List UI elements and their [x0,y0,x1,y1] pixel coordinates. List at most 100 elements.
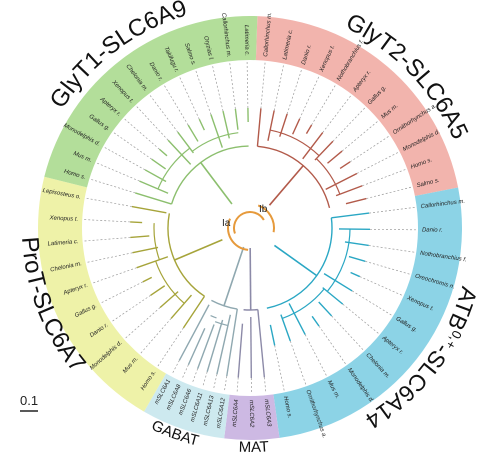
leaf-dash [300,77,319,119]
leaf-dash [370,229,416,230]
terminal-branch [188,328,204,364]
leaf-dash [287,70,301,114]
leaf-dash [84,220,130,222]
terminal-branch [268,110,274,140]
leaf-dash [97,163,139,181]
terminal-branch [151,286,165,296]
leaf-dash [366,187,411,198]
leaf-dash [369,245,415,252]
terminal-branch [207,320,222,372]
terminal-branch [188,125,198,141]
leaf-dash [274,65,283,110]
leaf-dash [362,170,405,186]
clade-label-text: MAT [239,438,270,456]
node-label-ib: Ib [259,204,268,215]
leaf-dash [319,326,345,364]
leaf-dash [93,268,136,283]
clade-stem [269,166,303,206]
terminal-branch [198,325,214,369]
leaf-dash [196,71,211,114]
terminal-branch [199,119,204,130]
leaf-dash [261,63,265,109]
terminal-branch [315,141,333,160]
leaf-dash [137,107,168,141]
root-arc-center [234,212,264,233]
leaf-dash [87,198,132,206]
terminal-branch [132,207,166,213]
leaf-dash [203,372,208,387]
leaf-dash [91,179,135,192]
leaf-dash [350,136,388,161]
clade-stem [250,248,251,310]
leaf-dash [264,377,266,393]
terminal-branch [346,199,366,204]
terminal-branch [251,317,252,378]
terminal-branch [143,277,152,281]
leaf-dash [290,341,305,384]
scale-bar-label: 0.1 [20,393,38,408]
clade-stem [274,245,316,275]
leaf-dash [114,133,152,159]
terminal-branch [258,310,265,378]
leaf-dash [369,207,415,213]
terminal-branch [238,324,242,378]
terminal-branch [152,159,166,169]
terminal-branch [130,222,142,223]
clade-stem [201,163,232,205]
clade-band-prot [38,177,166,412]
subclade-arc [270,130,319,156]
leaf-dash [332,316,363,350]
leaf-dash [182,365,189,380]
leaf-dash [85,237,131,241]
leaf-dash [230,63,236,109]
subclade-arc [211,316,217,318]
leaf-dash [105,148,145,170]
terminal-branch [137,257,168,268]
terminal-branch [340,162,350,169]
terminal-branch [323,288,343,304]
terminal-branch [257,108,260,146]
leaf-dash [213,66,223,111]
terminal-branch [171,295,191,318]
leaf-dash [113,295,151,321]
subclade-arc [156,261,185,303]
terminal-branch [211,115,222,148]
leaf-dash [365,261,409,274]
terminal-branch [227,309,238,376]
terminal-branch [159,149,167,156]
node-label-ia: Ia [222,218,231,229]
leaf-dash [213,374,217,390]
leaf-dash [360,277,402,296]
terminal-branch [130,236,149,237]
leaf-dash [323,96,351,133]
leaf-dash [247,62,248,108]
clade-ring [38,16,462,440]
terminal-branch [178,132,194,153]
clade-stem [224,247,244,306]
terminal-branch [328,151,343,163]
leaf-label: mSLC6A2 [248,400,254,428]
leaf-dash [224,376,226,392]
leaf-dash [343,304,379,333]
terminal-branch [306,125,311,134]
leaf-dash [126,308,160,338]
leaf-dashes [84,62,416,394]
terminal-branch [140,181,169,193]
clade-stem [175,240,223,260]
subclade-arc [158,148,190,189]
leaf-dash [102,282,143,303]
leaf-dash [125,119,160,149]
leaf-dash [237,378,238,394]
terminal-branch [135,193,171,204]
terminal-branch [351,273,360,277]
clade-label-mat: MAT [239,438,270,456]
leaf-dash [357,153,398,174]
leaf-dash [192,369,198,384]
leaf-dash [172,360,180,374]
leaf-dash [180,78,199,120]
subclade-arc [282,289,324,319]
leaf-dash [312,86,336,125]
